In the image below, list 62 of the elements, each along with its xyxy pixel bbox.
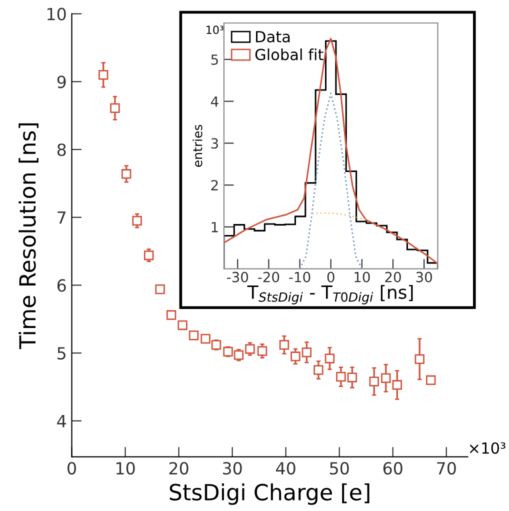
x-tick-label: 40 xyxy=(276,462,296,475)
point xyxy=(414,354,424,364)
point xyxy=(257,346,268,356)
y-tick-label: 4 xyxy=(210,96,218,107)
y-tick-label: 2 xyxy=(211,180,218,190)
y-axis-title: entries xyxy=(192,124,202,167)
point xyxy=(279,340,290,350)
point xyxy=(155,284,165,294)
x-axis-title: StsDigi Charge [e] xyxy=(170,483,370,505)
point xyxy=(234,350,244,360)
x-tick-label: 0 xyxy=(68,462,76,475)
point xyxy=(369,376,379,386)
y-tick-label: 6 xyxy=(57,279,66,292)
x-axis-title: T$_{StsDigi}$ - T$_{T0Digi}$ [ns] xyxy=(247,285,413,304)
y-axis-title: Time Resolution [ns] xyxy=(18,123,38,350)
line-series xyxy=(299,92,363,269)
x-tick-label: -10 xyxy=(289,272,310,282)
point xyxy=(336,372,346,382)
legend-label: Global fit xyxy=(255,48,324,60)
y-tick-label: 4 xyxy=(57,415,66,428)
x-tick-label: 20 xyxy=(169,462,188,475)
x-tick-label: 50 xyxy=(330,462,349,475)
text: ×10³ xyxy=(470,442,506,454)
x-tick-label: 60 xyxy=(383,462,402,475)
y-tick-label: 5 xyxy=(58,347,66,360)
point xyxy=(178,320,188,330)
x-tick-label: 20 xyxy=(385,272,401,282)
annotation: 10³ xyxy=(206,26,224,34)
point xyxy=(132,216,142,226)
point xyxy=(324,354,335,364)
y-tick-label: 1 xyxy=(212,222,218,232)
y-tick-label: 8 xyxy=(57,143,66,156)
point xyxy=(98,70,108,80)
point xyxy=(200,334,210,344)
x-tick-label: -30 xyxy=(226,272,248,282)
y-tick-label: 10 xyxy=(48,8,66,20)
y-tick-label: 7 xyxy=(58,212,66,224)
legend-label: Data xyxy=(256,31,290,42)
point xyxy=(144,250,154,260)
point xyxy=(290,352,300,362)
point xyxy=(188,330,199,340)
x-tick-label: 10 xyxy=(354,272,370,282)
point xyxy=(381,373,391,383)
x-tick-label: 70 xyxy=(437,462,456,475)
point xyxy=(392,380,402,390)
point xyxy=(110,103,120,113)
point xyxy=(166,310,176,320)
x-tick-label: 10 xyxy=(116,462,135,475)
x-tick-label: 30 xyxy=(416,272,432,282)
y-tick-label: 5 xyxy=(211,54,218,65)
point xyxy=(314,365,324,375)
point xyxy=(302,347,312,358)
x-tick-label: -20 xyxy=(258,272,280,282)
x-tick-label: 0 xyxy=(327,272,334,282)
x-tick-label: 30 xyxy=(222,462,242,475)
y-tick-label: 3 xyxy=(211,138,218,149)
point xyxy=(347,372,358,382)
point xyxy=(223,346,233,357)
point xyxy=(121,169,132,179)
y-tick-label: 9 xyxy=(57,76,66,88)
point xyxy=(426,375,436,386)
line-series xyxy=(311,212,369,222)
